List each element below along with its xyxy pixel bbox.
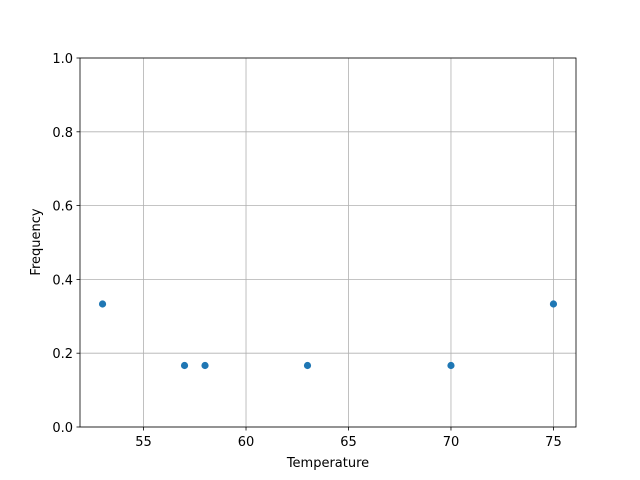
y-tick-label: 0.0 [52,421,73,436]
y-tick-label: 0.4 [52,273,73,288]
data-point [201,361,209,370]
data-point [303,361,312,370]
y-axis-label: Frequency [29,208,44,275]
data-points [98,300,558,370]
data-point [98,300,107,308]
data-point [180,361,189,370]
x-tick-label: 75 [545,435,562,450]
x-tick-label: 60 [238,435,255,450]
x-axis-label: Temperature [286,456,369,471]
x-tick-label: 55 [135,435,152,450]
x-axis-ticks: 55 60 65 70 75 [135,427,562,450]
y-axis-ticks: 0.0 0.2 0.4 0.6 0.8 1.0 [52,52,80,436]
data-point [549,300,558,308]
axes-frame [79,57,577,428]
x-tick-label: 65 [340,435,357,450]
data-point [447,361,455,370]
y-tick-label: 0.6 [52,200,73,215]
grid-lines [80,57,576,428]
x-tick-label: 70 [443,435,460,450]
y-tick-label: 1.0 [52,52,73,67]
y-tick-label: 0.2 [52,347,73,362]
y-tick-label: 0.8 [52,126,73,141]
